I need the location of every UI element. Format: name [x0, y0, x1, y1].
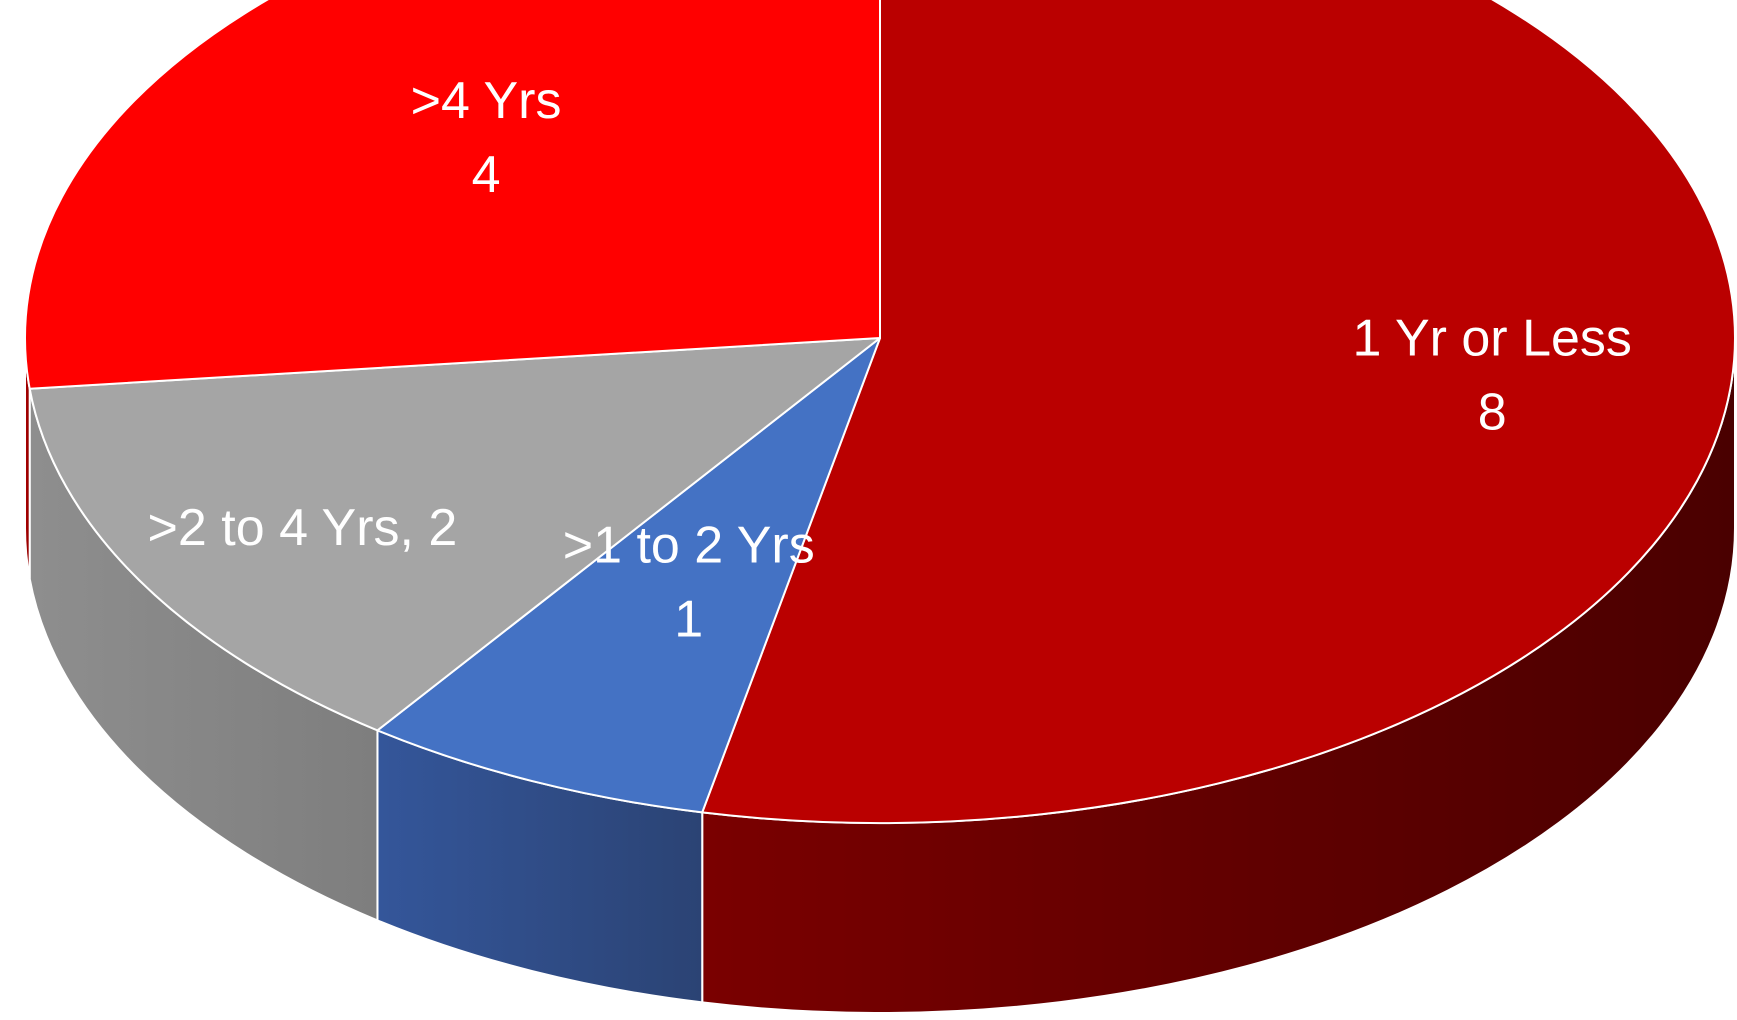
pie-data-labels: 1 Yr or Less 8 >1 to 2 Yrs 1 >2 to 4 Yrs, 2 >… — [148, 72, 1632, 649]
pie-slice-2-to-4-yrs — [28, 337, 881, 732]
data-label-4-yrs: >4 Yrs 4 — [411, 72, 562, 204]
pie-slice-1-to-2-yrs — [376, 337, 881, 814]
data-label-2-to-4-yrs: >2 to 4 Yrs, 2 — [148, 499, 458, 557]
pie-slice-4-yrs — [24, 0, 881, 390]
data-label-1-to-2-yrs: >1 to 2 Yrs 1 — [563, 517, 815, 649]
pie-top-faces — [24, 0, 1736, 824]
pie-slice-1-yr-or-less — [701, 0, 1736, 824]
pie-sides — [24, 337, 1736, 1014]
data-label-1-yr-or-less: 1 Yr or Less 8 — [1353, 310, 1632, 442]
